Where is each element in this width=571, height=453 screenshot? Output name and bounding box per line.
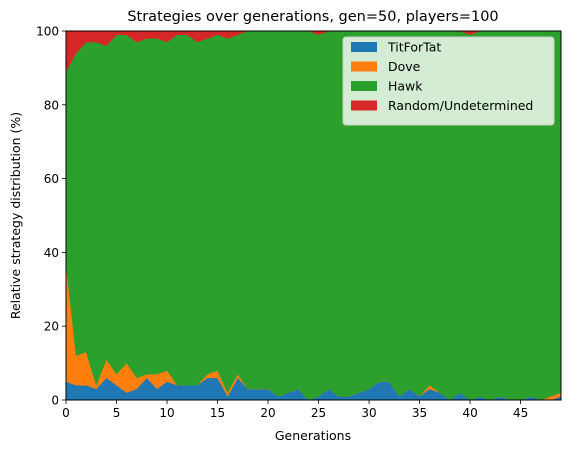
x-tick-label: 0 <box>62 406 70 420</box>
plot-frame <box>65 30 562 401</box>
y-axis-label: Relative strategy distribution (%) <box>8 112 23 319</box>
y-tick-label: 0 <box>51 394 59 408</box>
x-tick-label: 10 <box>159 406 174 420</box>
x-tick-label: 35 <box>412 406 427 420</box>
x-axis-ticks: 0 5 10 15 20 25 30 35 40 45 <box>62 400 528 420</box>
legend-swatch-dove <box>351 61 377 72</box>
y-tick-label: 100 <box>36 25 59 39</box>
legend-label-random-undetermined: Random/Undetermined <box>388 98 533 113</box>
y-axis-ticks: 0 20 40 60 80 100 <box>36 25 66 408</box>
y-tick-label: 60 <box>44 172 59 186</box>
x-axis-label: Generations <box>275 428 351 443</box>
legend: TitForTat Dove Hawk Random/Undetermined <box>342 36 555 126</box>
x-tick-label: 5 <box>113 406 121 420</box>
legend-label-hawk: Hawk <box>388 79 423 94</box>
x-tick-label: 25 <box>311 406 326 420</box>
legend-swatch-titfortat <box>351 42 377 52</box>
legend-swatch-random-undetermined <box>351 100 377 111</box>
x-tick-label: 45 <box>513 406 528 420</box>
x-tick-label: 40 <box>462 406 477 420</box>
legend-items: TitForTat Dove Hawk Random/Undetermined <box>351 40 533 113</box>
legend-label-dove: Dove <box>388 59 421 74</box>
chart-title: Strategies over generations, gen=50, pla… <box>127 9 498 25</box>
x-tick-label: 20 <box>260 406 275 420</box>
legend-swatch-hawk <box>351 81 377 91</box>
y-tick-label: 40 <box>44 246 59 260</box>
y-tick-label: 20 <box>44 320 59 334</box>
x-tick-label: 30 <box>361 406 376 420</box>
legend-box <box>342 36 555 126</box>
y-tick-label: 80 <box>44 98 59 112</box>
legend-label-titfortat: TitForTat <box>387 40 441 55</box>
x-tick-label: 15 <box>210 406 225 420</box>
